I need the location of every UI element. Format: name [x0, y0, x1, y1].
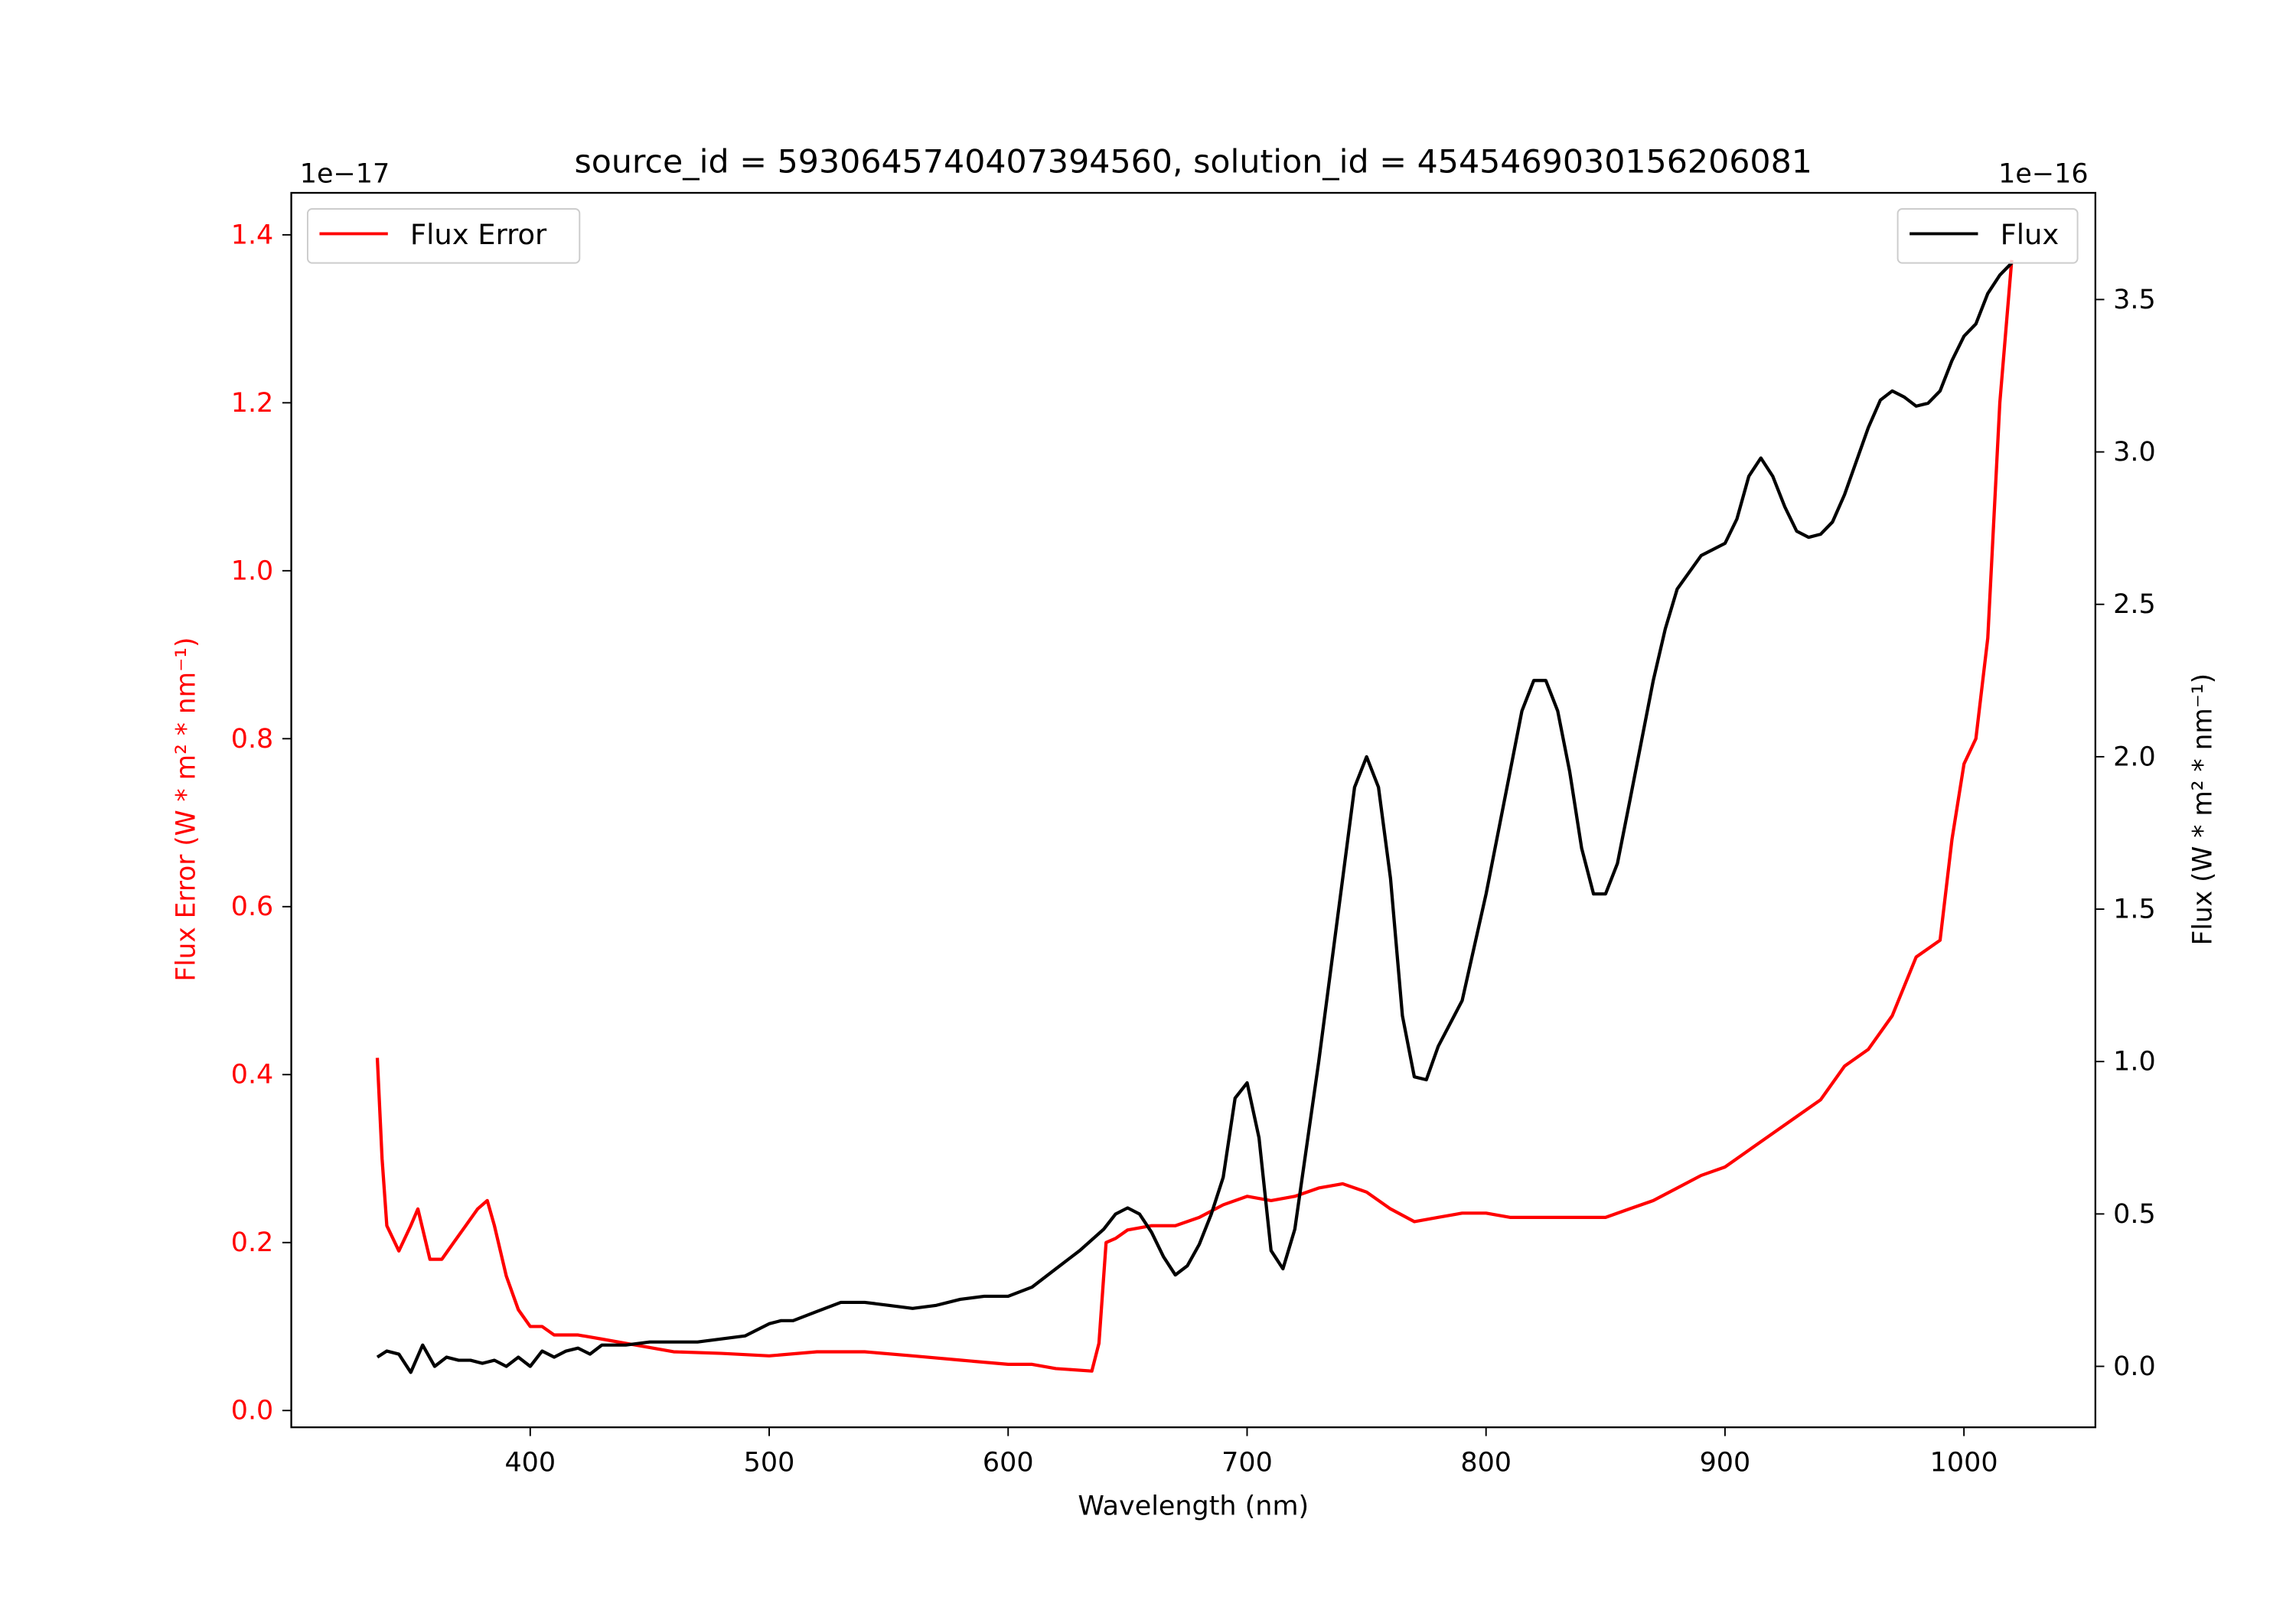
- right-tick-label: 1.0: [2113, 1047, 2156, 1077]
- x-tick-label: 900: [1700, 1448, 1751, 1478]
- left-tick-label: 1.2: [231, 388, 274, 419]
- legend-label-flux: Flux: [2001, 218, 2060, 251]
- left-tick-label: 0.2: [231, 1227, 274, 1258]
- x-tick-label: 800: [1460, 1448, 1512, 1478]
- left-tick-label: 0.8: [231, 724, 274, 755]
- x-axis-label: Wavelength (nm): [1078, 1491, 1309, 1522]
- left-tick-label: 0.0: [231, 1396, 274, 1426]
- left-offset-label: 1e−17: [300, 159, 390, 190]
- series-line-flux: [376, 262, 2014, 1374]
- right-axis-label: Flux (W * m² * nm⁻¹): [2187, 673, 2218, 945]
- plot-frame: [290, 191, 2097, 1429]
- x-tick-label: 700: [1221, 1448, 1273, 1478]
- left-tick-label: 1.4: [231, 220, 274, 251]
- right-tick-label: 1.5: [2113, 895, 2156, 925]
- legend-flux: Flux: [1896, 208, 2079, 264]
- series-line-flux-error: [375, 259, 2014, 1373]
- right-tick-label: 2.0: [2113, 742, 2156, 773]
- right-tick-label: 0.0: [2113, 1351, 2156, 1382]
- x-tick-label: 1000: [1930, 1448, 1998, 1478]
- legend-flux-error: Flux Error: [306, 208, 581, 264]
- legend-label-flux-error: Flux Error: [410, 218, 547, 251]
- right-tick-label: 3.5: [2113, 285, 2156, 315]
- left-tick-label: 0.6: [231, 892, 274, 923]
- right-tick-label: 3.0: [2113, 437, 2156, 468]
- left-tick-label: 1.0: [231, 556, 274, 587]
- right-offset-label: 1e−16: [1998, 159, 2088, 190]
- right-tick-label: 0.5: [2113, 1199, 2156, 1230]
- chart-title: source_id = 5930645740407394560, solutio…: [574, 143, 1812, 181]
- left-tick-label: 0.4: [231, 1060, 274, 1090]
- right-tick-label: 2.5: [2113, 589, 2156, 620]
- x-tick-label: 600: [983, 1448, 1034, 1478]
- x-tick-label: 500: [744, 1448, 795, 1478]
- left-axis-label: Flux Error (W * m² * nm⁻¹): [171, 637, 201, 982]
- x-tick-label: 400: [504, 1448, 556, 1478]
